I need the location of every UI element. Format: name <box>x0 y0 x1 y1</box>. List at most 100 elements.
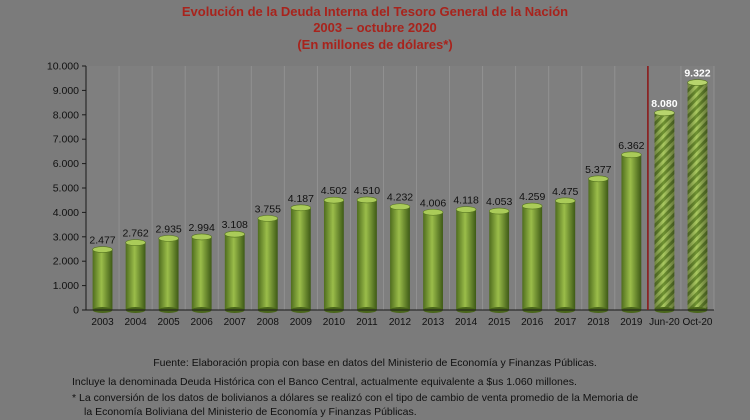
data-label: 4.259 <box>519 191 545 203</box>
bar-2008 <box>257 215 279 313</box>
bar <box>92 249 113 310</box>
source-note: Fuente: Elaboración propia con base en d… <box>153 357 597 369</box>
includes-note: Incluye la denominada Deuda Histórica co… <box>72 376 577 388</box>
bar-shade <box>687 82 708 310</box>
x-tick-label: 2003 <box>91 317 114 328</box>
bar-cap <box>389 203 411 211</box>
bar-cap <box>588 175 609 183</box>
x-tick-label: 2012 <box>389 317 412 328</box>
bar-shade <box>654 112 675 311</box>
bar <box>555 200 576 310</box>
bar-2004 <box>125 239 146 313</box>
data-label: 2.994 <box>189 222 215 234</box>
y-tick-label: 9.000 <box>53 85 79 97</box>
chart-subtitle-units: (En millones de dólares*) <box>297 37 453 52</box>
bar-2018 <box>588 175 609 313</box>
bar-cap <box>290 204 312 212</box>
bar <box>357 199 377 310</box>
data-label: 4.118 <box>453 195 479 207</box>
bar <box>290 207 311 310</box>
bar <box>158 238 179 310</box>
bar-cap <box>356 196 378 204</box>
bar-2014 <box>455 206 477 313</box>
bar <box>323 200 344 310</box>
data-label: 2.935 <box>155 223 181 235</box>
data-label: 4.053 <box>486 196 512 208</box>
x-tick-label: 2016 <box>521 317 544 328</box>
bar-cap <box>158 235 179 242</box>
bar-cap <box>92 246 113 253</box>
bar-cap <box>224 230 245 238</box>
x-tick-label: 2014 <box>455 317 478 328</box>
x-tick-label: 2005 <box>158 317 181 328</box>
y-tick-label: 1.000 <box>53 280 79 292</box>
bar <box>456 209 477 310</box>
data-label: 8.080 <box>651 98 677 110</box>
bar-cap <box>455 206 477 213</box>
data-label: 3.108 <box>222 219 248 231</box>
bar-cap <box>555 197 576 205</box>
bar-cap <box>488 207 510 215</box>
conversion-note-line1: * La conversión de los datos de bolivian… <box>72 392 639 404</box>
y-tick-label: 6.000 <box>53 158 79 170</box>
x-tick-label: 2013 <box>422 317 445 328</box>
bars: 2.477 2.762 2.935 2.994 3.108 3.755 4.187 4.502… <box>89 68 711 313</box>
x-tick-label: Jun-20 <box>649 317 680 328</box>
chart-title: Evolución de la Deuda Interna del Tesoro… <box>181 4 569 19</box>
bar-2016 <box>521 202 543 313</box>
data-label: 3.755 <box>255 203 281 215</box>
bar <box>489 211 510 310</box>
y-tick-label: 7.000 <box>53 134 79 146</box>
y-tick-label: 5.000 <box>53 183 79 195</box>
data-label: 4.502 <box>321 185 347 197</box>
bar-cap <box>191 233 212 241</box>
x-tick-label: 2019 <box>620 317 643 328</box>
bar-2006 <box>191 233 212 313</box>
bar-2017 <box>555 197 576 313</box>
bar-cap <box>422 208 444 216</box>
bar-2005 <box>158 235 179 313</box>
bar-cap <box>687 79 708 86</box>
data-label: 5.377 <box>585 164 611 176</box>
x-tick-label: 2006 <box>191 317 214 328</box>
x-tick-label: 2018 <box>587 317 610 328</box>
bar-cap <box>323 196 345 204</box>
x-tick-label: 2009 <box>290 317 313 328</box>
y-tick-label: 0 <box>73 305 79 317</box>
data-label: 4.187 <box>288 193 314 205</box>
bar <box>257 218 278 310</box>
x-tick-label: 2017 <box>554 317 577 328</box>
bar-2010 <box>323 196 345 313</box>
bar <box>621 154 642 310</box>
bar-2007 <box>224 230 245 313</box>
bar <box>390 206 410 310</box>
bar-Oct-20 <box>687 79 708 313</box>
x-tick-label: 2011 <box>356 317 378 328</box>
y-tick-label: 10.000 <box>47 61 79 73</box>
data-label: 4.475 <box>552 186 578 198</box>
data-label: 4.006 <box>420 197 446 209</box>
bar <box>522 206 543 310</box>
bar-2013 <box>422 208 444 313</box>
data-label: 9.322 <box>684 68 710 80</box>
bar-Jun-20 <box>654 109 675 313</box>
bar-cap <box>654 109 675 117</box>
y-tick-label: 3.000 <box>53 231 79 243</box>
bar <box>191 236 212 310</box>
x-tick-label: 2015 <box>488 317 511 328</box>
y-axis: 0 1.000 2.000 3.000 4.000 5.000 6.000 7.000 8.00… <box>47 61 87 317</box>
data-label: 6.362 <box>618 140 644 152</box>
x-tick-label: 2007 <box>224 317 247 328</box>
data-label: 4.232 <box>387 192 413 204</box>
bar-2015 <box>488 207 510 313</box>
bar <box>423 212 443 310</box>
x-axis: 2003 2004 2005 2006 2007 2008 2009 2010 2011 2012… <box>86 66 714 328</box>
bar-2011 <box>356 196 378 313</box>
y-tick-label: 8.000 <box>53 109 79 121</box>
bar-cap <box>125 239 146 246</box>
bar-2009 <box>290 204 312 313</box>
x-tick-label: Oct-20 <box>682 317 712 328</box>
x-tick-label: 2008 <box>257 317 280 328</box>
data-label: 2.477 <box>89 235 115 247</box>
data-label: 4.510 <box>354 185 380 197</box>
